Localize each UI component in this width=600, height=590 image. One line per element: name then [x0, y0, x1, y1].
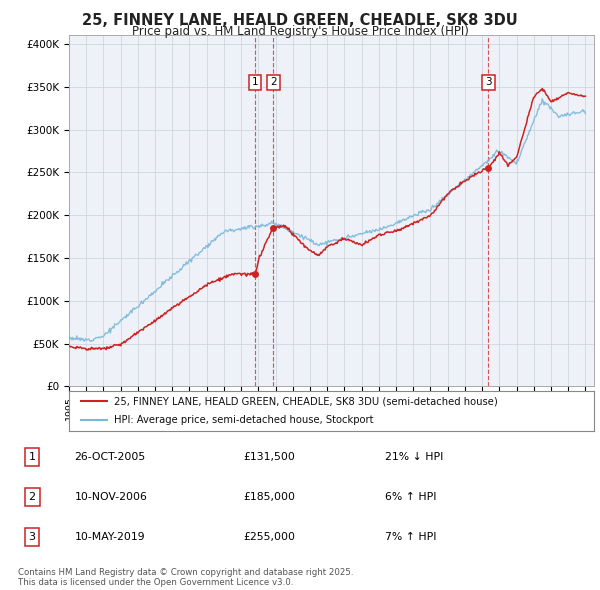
- Text: 25, FINNEY LANE, HEALD GREEN, CHEADLE, SK8 3DU: 25, FINNEY LANE, HEALD GREEN, CHEADLE, S…: [82, 13, 518, 28]
- Text: 1: 1: [252, 77, 259, 87]
- Text: 6% ↑ HPI: 6% ↑ HPI: [385, 492, 436, 502]
- Text: 7% ↑ HPI: 7% ↑ HPI: [385, 532, 436, 542]
- Text: 10-MAY-2019: 10-MAY-2019: [74, 532, 145, 542]
- Text: 2: 2: [270, 77, 277, 87]
- Text: 2: 2: [29, 492, 35, 502]
- Text: Contains HM Land Registry data © Crown copyright and database right 2025.
This d: Contains HM Land Registry data © Crown c…: [18, 568, 353, 587]
- Text: 3: 3: [485, 77, 491, 87]
- Text: HPI: Average price, semi-detached house, Stockport: HPI: Average price, semi-detached house,…: [113, 415, 373, 425]
- Text: 25, FINNEY LANE, HEALD GREEN, CHEADLE, SK8 3DU (semi-detached house): 25, FINNEY LANE, HEALD GREEN, CHEADLE, S…: [113, 396, 497, 407]
- Text: Price paid vs. HM Land Registry's House Price Index (HPI): Price paid vs. HM Land Registry's House …: [131, 25, 469, 38]
- Text: 10-NOV-2006: 10-NOV-2006: [74, 492, 147, 502]
- Text: £131,500: £131,500: [244, 453, 295, 462]
- Text: 26-OCT-2005: 26-OCT-2005: [74, 453, 146, 462]
- Text: 1: 1: [29, 453, 35, 462]
- Text: £255,000: £255,000: [244, 532, 296, 542]
- Text: £185,000: £185,000: [244, 492, 296, 502]
- Text: 3: 3: [29, 532, 35, 542]
- Text: 21% ↓ HPI: 21% ↓ HPI: [385, 453, 443, 462]
